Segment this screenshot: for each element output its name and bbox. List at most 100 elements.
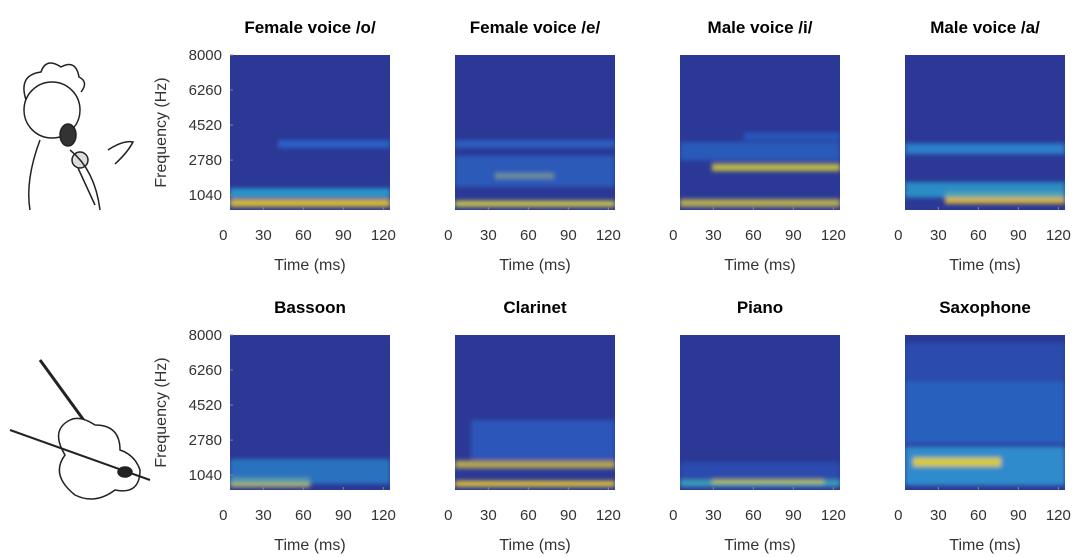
- energy-band: [905, 381, 1065, 444]
- panel-title: Bassoon: [274, 298, 346, 317]
- spectrogram-texture: [230, 459, 390, 487]
- x-tick-label: 120: [596, 507, 621, 524]
- y-tick-label: 2780: [189, 432, 222, 449]
- x-tick-label: 120: [371, 227, 396, 244]
- x-tick-label: 0: [894, 227, 902, 244]
- panel-title: Clarinet: [503, 298, 567, 317]
- energy-band: [278, 140, 390, 148]
- spectrogram-texture: [455, 420, 615, 487]
- x-tick-label: 30: [255, 507, 272, 524]
- violin-icon: [9, 359, 151, 500]
- y-tick-label: 8000: [189, 327, 222, 344]
- x-tick-label: 120: [371, 507, 396, 524]
- energy-band: [712, 479, 824, 484]
- x-axis-label: Time (ms): [724, 537, 795, 554]
- x-tick-label: 30: [480, 227, 497, 244]
- x-tick-label: 30: [480, 507, 497, 524]
- energy-band: [455, 480, 615, 487]
- x-axis-label: Time (ms): [724, 257, 795, 274]
- x-tick-label: 30: [930, 227, 947, 244]
- x-tick-label: 90: [335, 507, 352, 524]
- energy-band: [905, 143, 1065, 155]
- energy-band: [471, 420, 615, 459]
- spectrogram-texture: [455, 140, 615, 207]
- x-tick-label: 90: [1010, 507, 1027, 524]
- energy-band: [230, 459, 390, 484]
- x-axis-label: Time (ms): [949, 257, 1020, 274]
- x-tick-label: 60: [295, 507, 312, 524]
- y-tick-label: 4520: [189, 397, 222, 414]
- y-tick-label: 2780: [189, 152, 222, 169]
- energy-band: [905, 182, 1065, 198]
- x-tick-label: 90: [560, 227, 577, 244]
- x-axis-label: Time (ms): [274, 537, 345, 554]
- energy-band: [455, 460, 615, 469]
- x-tick-label: 90: [335, 227, 352, 244]
- energy-band: [905, 342, 1065, 382]
- energy-band: [455, 140, 615, 148]
- spectrogram: [230, 55, 390, 210]
- x-tick-label: 0: [444, 507, 452, 524]
- x-tick-label: 60: [745, 507, 762, 524]
- spectrogram-texture: [905, 143, 1065, 204]
- x-tick-label: 120: [596, 227, 621, 244]
- x-tick-label: 120: [821, 507, 846, 524]
- x-tick-label: 120: [1046, 507, 1071, 524]
- x-tick-label: 120: [821, 227, 846, 244]
- energy-band: [230, 188, 390, 198]
- y-axis-label: Frequency (Hz): [153, 77, 170, 187]
- x-tick-label: 60: [970, 227, 987, 244]
- x-axis-label: Time (ms): [274, 257, 345, 274]
- panel-title: Female voice /o/: [244, 18, 376, 37]
- y-tick-label: 1040: [189, 187, 222, 204]
- panel-title: Female voice /e/: [470, 18, 601, 37]
- x-tick-label: 0: [894, 507, 902, 524]
- x-tick-label: 60: [745, 227, 762, 244]
- energy-band: [913, 457, 1001, 467]
- x-tick-label: 30: [930, 507, 947, 524]
- x-tick-label: 30: [255, 227, 272, 244]
- x-tick-label: 30: [705, 227, 722, 244]
- panel-title: Male voice /i/: [708, 18, 813, 37]
- x-tick-label: 0: [219, 507, 227, 524]
- x-tick-label: 120: [1046, 227, 1071, 244]
- x-tick-label: 90: [785, 507, 802, 524]
- x-tick-label: 90: [1010, 227, 1027, 244]
- spectrogram-texture: [680, 462, 840, 487]
- x-tick-label: 90: [560, 507, 577, 524]
- energy-band: [455, 200, 615, 207]
- x-tick-label: 60: [295, 227, 312, 244]
- panel-title: Male voice /a/: [930, 18, 1040, 37]
- y-tick-label: 4520: [189, 117, 222, 134]
- singer-icon: [23, 62, 135, 211]
- x-tick-label: 0: [669, 507, 677, 524]
- spectrogram-texture: [230, 140, 390, 207]
- panel-title: Saxophone: [939, 298, 1031, 317]
- y-tick-label: 8000: [189, 47, 222, 64]
- energy-band: [455, 155, 615, 187]
- y-tick-label: 6260: [189, 362, 222, 379]
- spectrogram-texture: [905, 342, 1065, 486]
- y-tick-label: 1040: [189, 467, 222, 484]
- x-tick-label: 0: [219, 227, 227, 244]
- x-tick-label: 30: [705, 507, 722, 524]
- x-axis-label: Time (ms): [499, 257, 570, 274]
- energy-band: [230, 199, 390, 207]
- spectrogram-texture: [680, 132, 840, 207]
- x-tick-label: 60: [520, 227, 537, 244]
- energy-band: [744, 132, 840, 141]
- panel-title: Piano: [737, 298, 783, 317]
- x-tick-label: 90: [785, 227, 802, 244]
- x-tick-label: 60: [970, 507, 987, 524]
- y-tick-label: 6260: [189, 82, 222, 99]
- energy-band: [680, 199, 840, 207]
- x-tick-label: 60: [520, 507, 537, 524]
- x-axis-label: Time (ms): [949, 537, 1020, 554]
- y-axis-label: Frequency (Hz): [153, 357, 170, 467]
- x-tick-label: 0: [444, 227, 452, 244]
- energy-band: [680, 141, 840, 161]
- x-axis-label: Time (ms): [499, 537, 570, 554]
- energy-band: [712, 163, 840, 172]
- energy-band: [680, 462, 840, 478]
